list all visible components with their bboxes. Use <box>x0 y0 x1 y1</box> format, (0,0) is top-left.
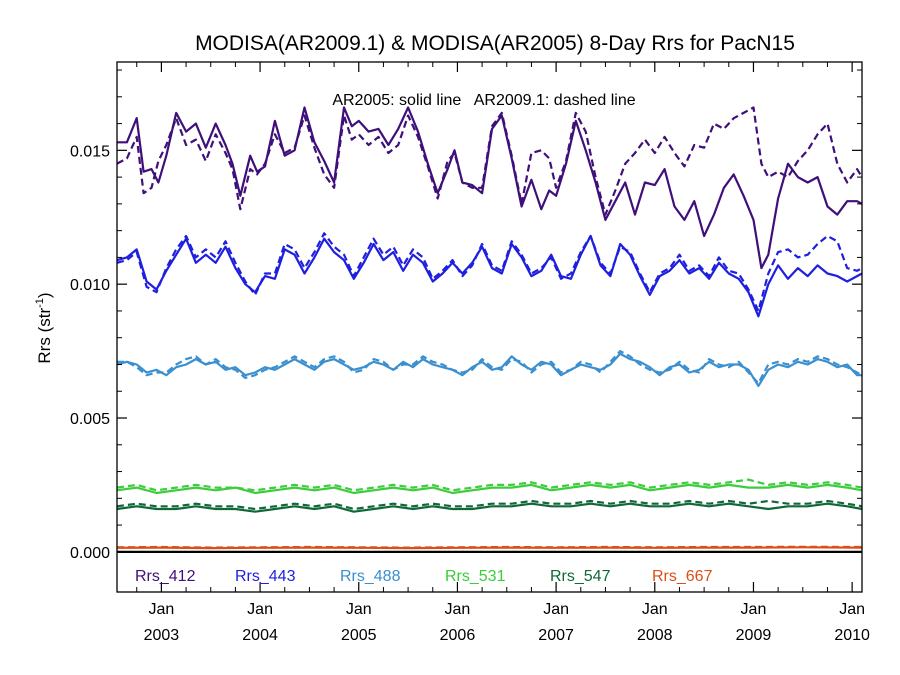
x-tick-year-label: 2009 <box>736 627 772 644</box>
series-rrs-443-dashed-line <box>116 232 863 312</box>
y-tick-label: 0.000 <box>70 545 110 562</box>
y-tick-label: 0.015 <box>70 143 110 160</box>
y-tick-label: 0.005 <box>70 411 110 428</box>
x-tick-month-label: Jan <box>149 601 175 618</box>
series-rrs-412-solid-line <box>117 106 863 270</box>
legend-item-rrs-547: Rrs_547 <box>550 568 611 585</box>
x-tick-year-label: 2006 <box>440 627 476 644</box>
x-tick-month-label: Jan <box>642 601 668 618</box>
legend: Rrs_412 Rrs_443 Rrs_488 Rrs_531 Rrs_547 Rrs_6… <box>135 568 713 585</box>
y-axis-label: Rrs (str-1) <box>34 292 54 363</box>
y-axis-label-close: ) <box>35 292 54 298</box>
series-rrs-531-dashed-line <box>116 478 863 492</box>
series-rrs-547-solid-line <box>116 502 863 513</box>
series-rrs-443-solid-line <box>116 234 863 318</box>
series-rrs-547-dashed-line <box>116 499 863 511</box>
y-axis-label-text: Rrs (str <box>35 308 54 364</box>
legend-item-rrs-667: Rrs_667 <box>652 568 713 585</box>
legend-item-rrs-443: Rrs_443 <box>235 568 296 585</box>
series-rrs-488-solid-line <box>116 352 862 387</box>
x-tick-year-label: 2003 <box>144 627 180 644</box>
legend-item-rrs-412: Rrs_412 <box>135 568 196 585</box>
x-tick-month-label: Jan <box>839 601 865 618</box>
x-tick-month-label: Jan <box>741 601 767 618</box>
x-tick-year-label: 2008 <box>637 627 673 644</box>
x-tick-year-label: 2010 <box>834 627 870 644</box>
legend-item-rrs-531: Rrs_531 <box>445 568 506 585</box>
plot-area <box>116 106 863 553</box>
x-tick-month-label: Jan <box>247 601 273 618</box>
x-tick-month-label: Jan <box>346 601 372 618</box>
series-rrs-488-dashed-line <box>117 350 863 385</box>
y-axis: 0.000 0.005 0.010 0.015 <box>70 69 862 562</box>
x-tick-year-label: 2005 <box>341 627 377 644</box>
x-tick-year-label: 2007 <box>538 627 574 644</box>
y-tick-label: 0.010 <box>70 277 110 294</box>
y-axis-label-superscript: -1 <box>34 298 46 308</box>
series-rrs-412-dashed-line <box>116 106 863 216</box>
x-tick-year-label: 2004 <box>242 627 278 644</box>
x-tick-month-label: Jan <box>445 601 471 618</box>
plot-frame <box>116 61 863 593</box>
series-rrs-667-dashed-line <box>116 545 863 549</box>
x-tick-month-label: Jan <box>543 601 569 618</box>
x-axis: Jan 2003 Jan 2004 Jan 2005 Jan 2006 Jan 2007 Jan 20… <box>136 62 870 644</box>
legend-item-rrs-488: Rrs_488 <box>340 568 401 585</box>
annotation-line-style: AR2005: solid line AR2009.1: dashed line <box>332 92 635 109</box>
chart-title: MODISA(AR2009.1) & MODISA(AR2005) 8-Day … <box>195 32 795 55</box>
